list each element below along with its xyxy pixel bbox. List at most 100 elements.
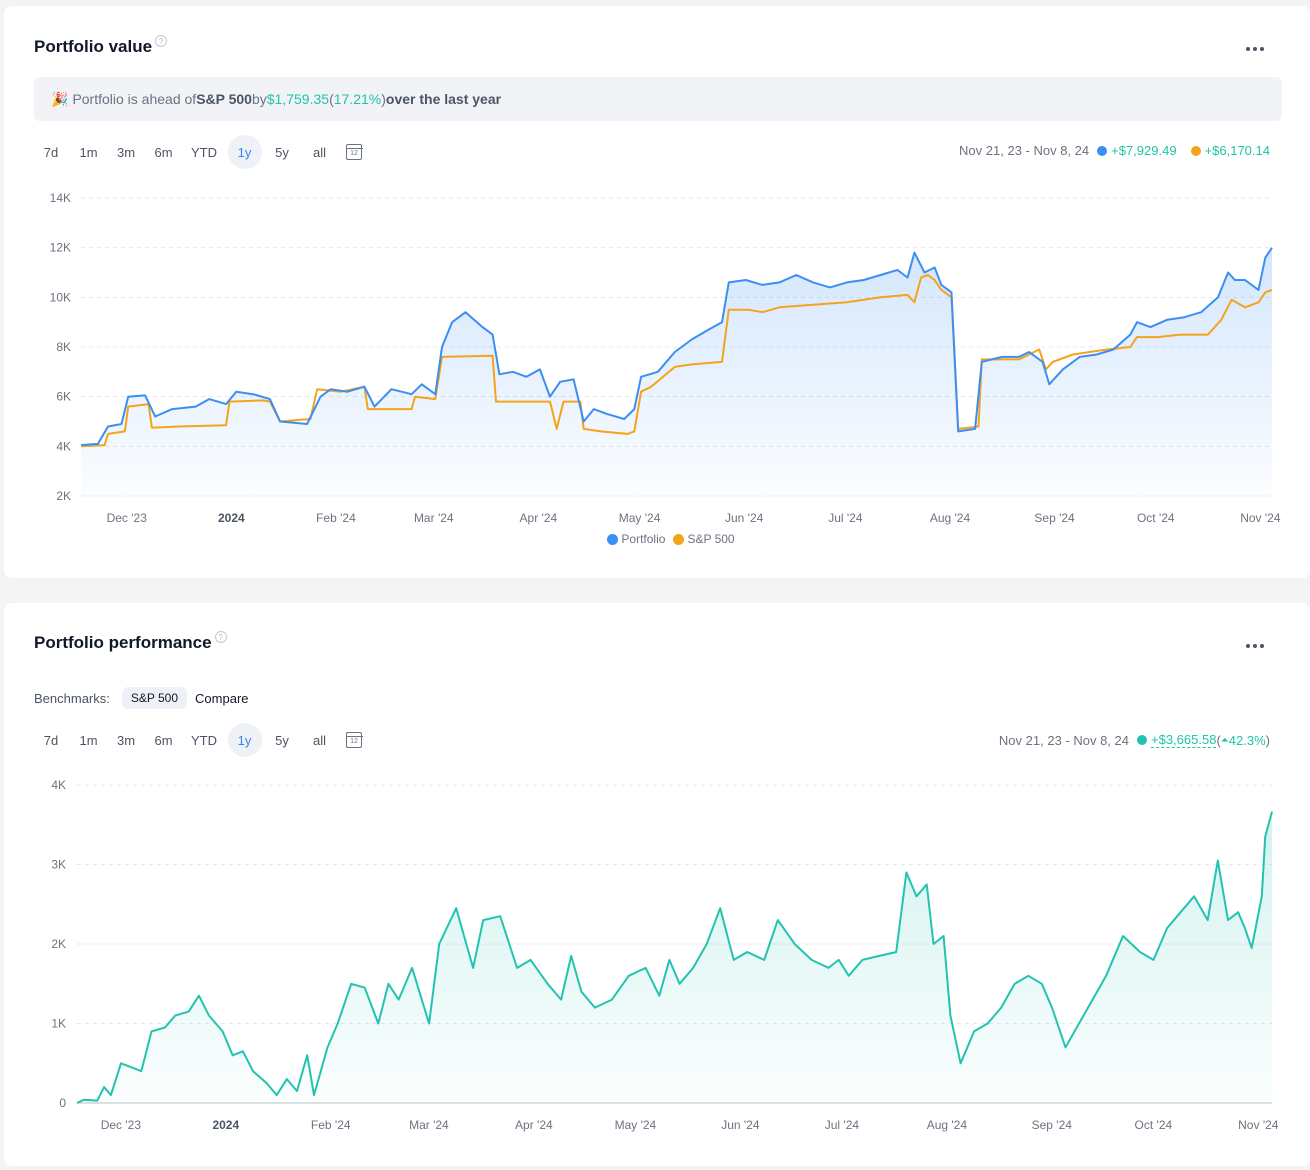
range-1m-button[interactable]: 1m [79, 732, 98, 748]
benchmarks-row: Benchmarks: S&P 500 Compare [34, 687, 249, 709]
y-tick-label: 6K [56, 390, 71, 404]
range-6m-button[interactable]: 6m [154, 732, 173, 748]
range-1y-button[interactable]: 1y [227, 135, 262, 169]
x-tick-label: Feb '24 [316, 511, 356, 525]
y-tick-label: 1K [51, 1017, 66, 1031]
range-3m-button[interactable]: 3m [116, 144, 136, 160]
y-tick-label: 10K [50, 290, 71, 304]
range-7d-button[interactable]: 7d [43, 144, 59, 160]
x-tick-label: Dec '23 [107, 511, 148, 525]
range-ytd-button[interactable]: YTD [191, 144, 217, 160]
x-tick-label: Sep '24 [1032, 1118, 1073, 1132]
date-range: Nov 21, 23 - Nov 8, 24 [998, 732, 1129, 748]
banner-suffix: over the last year [385, 91, 502, 107]
portfolio-value-card: Portfolio value? 🎉 Portfolio is ahead of … [4, 6, 1310, 578]
benchmark-chip-sp500[interactable]: S&P 500 [121, 687, 188, 709]
range-5y-button[interactable]: 5y [275, 732, 289, 748]
help-icon[interactable]: ? [155, 35, 168, 47]
help-icon[interactable]: ? [214, 631, 227, 643]
banner-open-paren: ( [329, 91, 334, 107]
portfolio-dot [1097, 145, 1108, 156]
x-tick-label: Jun '24 [721, 1118, 760, 1132]
banner-percent: 17.21% [333, 91, 382, 107]
portfolio-performance-card: Portfolio performance? Benchmarks: S&P 5… [4, 603, 1310, 1166]
range-1y-button[interactable]: 1y [227, 723, 262, 757]
y-tick-label: 8K [56, 340, 71, 354]
x-tick-label: Mar '24 [409, 1118, 449, 1132]
range-1m-button[interactable]: 1m [79, 144, 98, 160]
portfolio-dot [607, 533, 619, 545]
legend-sp500-label: S&P 500 [687, 532, 735, 546]
range-6m-button[interactable]: 6m [154, 144, 173, 160]
compare-button[interactable]: Compare [195, 690, 249, 706]
y-tick-label: 12K [50, 241, 71, 255]
legend-sp500[interactable]: S&P 500 [673, 532, 735, 546]
banner-benchmark: S&P 500 [196, 91, 252, 107]
dot [1253, 47, 1257, 51]
x-tick-label: Aug '24 [927, 1118, 968, 1132]
range-selector: 7d 1m 3m 6m YTD 1y 5y all [34, 723, 363, 757]
legend-portfolio[interactable]: Portfolio [607, 532, 665, 546]
x-tick-label: Dec '23 [101, 1118, 142, 1132]
gain-amount: +$3,665.58 [1151, 732, 1217, 748]
banner-amount: $1,759.35 [266, 91, 330, 107]
x-tick-label: Apr '24 [515, 1118, 553, 1132]
dot [1246, 47, 1250, 51]
benchmarks-label: Benchmarks: [34, 690, 110, 706]
banner-close-paren: ) [381, 91, 386, 107]
x-tick-label: Feb '24 [311, 1118, 351, 1132]
dot [1260, 644, 1264, 648]
y-tick-label: 4K [51, 778, 66, 792]
gain-percent: 42.3% [1228, 732, 1266, 748]
x-tick-label: Sep '24 [1034, 511, 1075, 525]
portfolio-performance-title: Portfolio performance [34, 633, 212, 652]
x-tick-label: Jun '24 [725, 511, 764, 525]
portfolio-value-title: Portfolio value [34, 37, 153, 56]
range-all-button[interactable]: all [312, 732, 326, 748]
card-title-wrap: Portfolio performance? [34, 631, 227, 653]
chart-legend: Portfolio S&P 500 [4, 532, 1310, 546]
legend-portfolio-label: Portfolio [621, 532, 666, 546]
range-3m-button[interactable]: 3m [116, 732, 136, 748]
x-tick-label: 2024 [218, 511, 245, 525]
calendar-icon[interactable] [345, 732, 363, 748]
x-tick-label: Jul '24 [828, 511, 863, 525]
calendar-icon[interactable] [345, 144, 363, 160]
range-summary: Nov 21, 23 - Nov 8, 24 +$3,665.58 (⏶ 42.3… [999, 732, 1270, 748]
x-tick-label: Oct '24 [1137, 511, 1175, 525]
range-5y-button[interactable]: 5y [275, 144, 289, 160]
x-tick-label: May '24 [615, 1118, 657, 1132]
x-tick-label: Aug '24 [930, 511, 971, 525]
y-tick-label: 2K [51, 937, 66, 951]
series-line [80, 247, 1273, 447]
up-arrow-icon: ⏶ [1220, 734, 1229, 746]
x-tick-label: Oct '24 [1135, 1118, 1173, 1132]
portfolio-value-chart: 2K 4K 6K 8K 10K 12K 14K Dec '23 2024 Feb '24 Mar '… [50, 191, 1281, 525]
dot [1260, 47, 1264, 51]
performance-dot [1137, 735, 1147, 745]
banner-by: by [251, 91, 267, 107]
range-7d-button[interactable]: 7d [43, 732, 59, 748]
x-tick-label: Jul '24 [825, 1118, 860, 1132]
party-popper-icon: 🎉 [51, 90, 69, 107]
dot [1253, 644, 1257, 648]
more-options-button[interactable] [1240, 39, 1270, 59]
portfolio-performance-chart: 0 1K 2K 3K 4K Dec '23 2024 Feb '24 Mar '24 Apr '2… [51, 778, 1278, 1132]
more-options-button[interactable] [1240, 636, 1270, 656]
comparison-banner: 🎉 Portfolio is ahead of S&P 500 by $1,759… [34, 77, 1282, 121]
x-tick-label: Mar '24 [414, 511, 454, 525]
y-tick-label: 3K [51, 858, 66, 872]
card-title-wrap: Portfolio value? [34, 35, 168, 57]
sp500-dot [673, 533, 685, 545]
range-all-button[interactable]: all [312, 144, 326, 160]
gain-close-paren: ) [1265, 732, 1270, 748]
y-tick-label: 4K [56, 439, 71, 453]
series-area [77, 811, 1272, 1103]
x-tick-label: May '24 [619, 511, 661, 525]
range-summary: Nov 21, 23 - Nov 8, 24 +$7,929.49 +$6,17… [959, 143, 1270, 158]
gain-open-paren: ( [1216, 732, 1221, 748]
series-line [76, 811, 1273, 1104]
range-ytd-button[interactable]: YTD [191, 732, 217, 748]
x-tick-label: Apr '24 [520, 511, 558, 525]
y-tick-label: 0 [59, 1096, 66, 1110]
